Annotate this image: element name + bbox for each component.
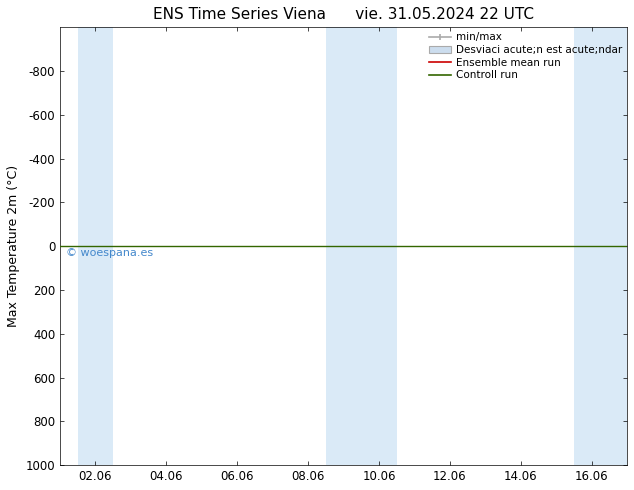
Title: ENS Time Series Viena      vie. 31.05.2024 22 UTC: ENS Time Series Viena vie. 31.05.2024 22… <box>153 7 534 22</box>
Bar <box>326 27 397 465</box>
Legend: min/max, Desviaci acute;n est acute;ndar, Ensemble mean run, Controll run: min/max, Desviaci acute;n est acute;ndar… <box>429 32 622 80</box>
Bar <box>78 27 113 465</box>
Text: © woespana.es: © woespana.es <box>66 248 153 258</box>
Y-axis label: Max Temperature 2m (°C): Max Temperature 2m (°C) <box>7 165 20 327</box>
Bar <box>574 27 627 465</box>
